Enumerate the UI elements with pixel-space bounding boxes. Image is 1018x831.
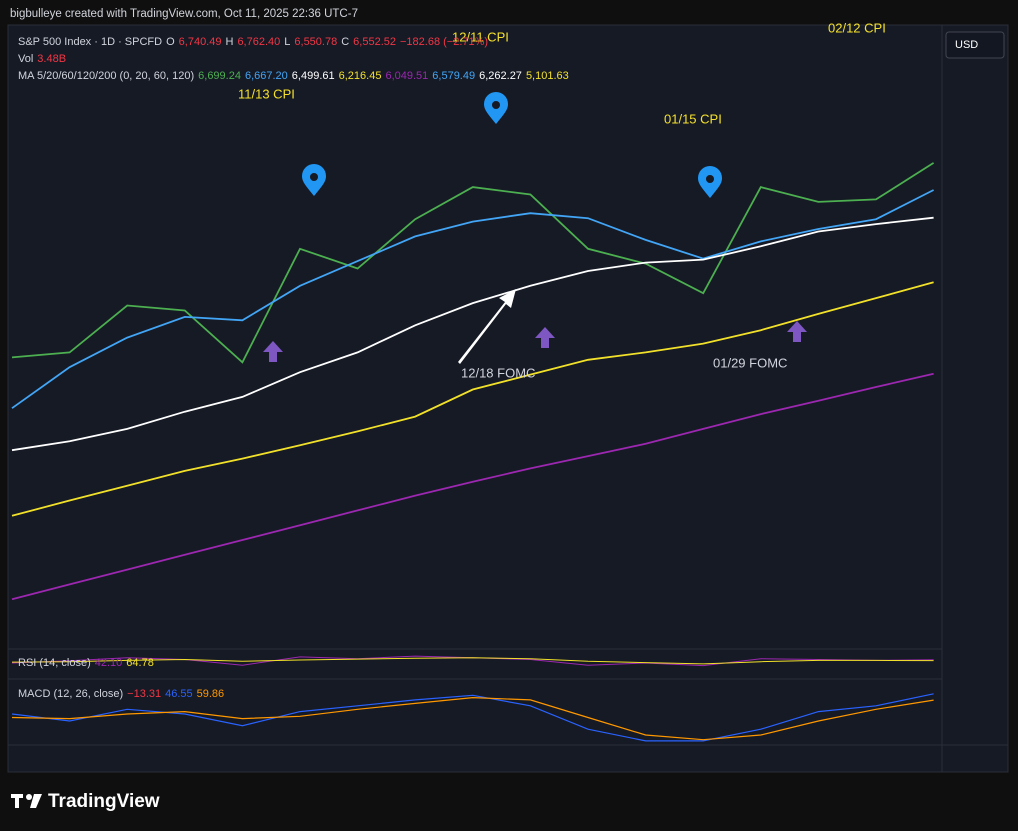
legend-item: −182.68 (−2.71%)	[400, 36, 488, 48]
credit: bigbulleye created with TradingView.com,…	[10, 8, 358, 20]
indicator-line	[11, 162, 935, 364]
legend-item: 6,550.78	[294, 36, 337, 48]
legend-line: RSI (14, close) 42.10 64.78	[18, 657, 154, 669]
legend-item: 46.55	[165, 688, 193, 700]
fomc-arrow	[458, 289, 516, 364]
annotation: 12/11 CPI	[452, 29, 509, 44]
indicator-line	[11, 216, 934, 452]
legend-item: Vol	[18, 53, 33, 65]
legend-item: 6,667.20	[245, 70, 288, 82]
indicator-line	[11, 189, 935, 409]
brand: TradingView	[48, 791, 160, 812]
legend-item: 6,552.52	[353, 36, 396, 48]
annotation: 01/15 CPI	[664, 111, 722, 126]
legend-line: Vol 3.48B	[18, 53, 66, 65]
legend-item: 6,262.27	[479, 70, 522, 82]
legend-item: L	[284, 36, 290, 48]
legend-item: 6,579.49	[432, 70, 475, 82]
legend-line: S&P 500 Index · 1D · SPCFD O 6,740.49 H 6,76…	[18, 36, 488, 48]
currency-button[interactable]	[945, 31, 1005, 59]
indicator-line	[11, 281, 934, 517]
chart-panel	[7, 24, 1009, 773]
annotation: 12/18 FOMC	[461, 365, 535, 380]
legend-line: MACD (12, 26, close) −13.31 46.55 59.86	[18, 688, 224, 700]
legend-item: H	[225, 36, 233, 48]
legend-item: 59.86	[197, 688, 225, 700]
legend-line: MA 5/20/60/120/200 (0, 20, 60, 120) 6,699…	[18, 70, 569, 82]
legend-item: O	[166, 36, 175, 48]
legend-item: 6,762.40	[237, 36, 280, 48]
legend-item: S&P 500 Index · 1D · SPCFD	[18, 36, 162, 48]
legend-item: 6,216.45	[339, 70, 382, 82]
legend-item: 3.48B	[37, 53, 66, 65]
legend-item: 5,101.63	[526, 70, 569, 82]
brand-logo	[11, 794, 42, 808]
annotation: 01/29 FOMC	[713, 355, 787, 370]
indicator-line	[11, 372, 934, 601]
annotation: 11/13 CPI	[238, 86, 295, 101]
legend-item: 42.10	[95, 657, 123, 669]
legend-item: 6,740.49	[179, 36, 222, 48]
legend-item: −13.31	[127, 688, 161, 700]
legend-item: C	[341, 36, 349, 48]
legend-item: MA 5/20/60/120/200 (0, 20, 60, 120)	[18, 70, 194, 82]
indicator-line	[11, 657, 934, 665]
legend-item: 6,699.24	[198, 70, 241, 82]
annotation: 02/12 CPI	[828, 20, 886, 35]
legend-item: RSI (14, close)	[18, 657, 91, 669]
arrow-markers	[263, 321, 807, 362]
pin-markers	[302, 92, 722, 198]
legend-item: 6,499.61	[292, 70, 335, 82]
legend-item: MACD (12, 26, close)	[18, 688, 123, 700]
legend-item: 6,049.51	[385, 70, 428, 82]
legend-item: 64.78	[126, 657, 154, 669]
indicator-line	[11, 696, 934, 741]
currency-label: USD	[955, 39, 978, 51]
